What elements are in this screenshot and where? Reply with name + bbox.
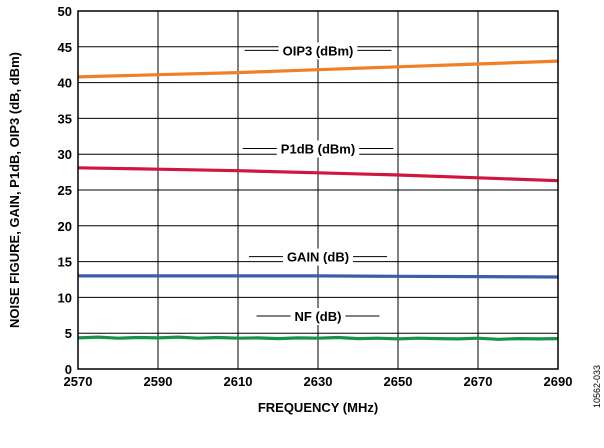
series-label-nf-db: NF (dB) xyxy=(295,309,342,324)
series-label-background xyxy=(290,308,346,326)
x-tick-label: 2570 xyxy=(64,374,93,389)
y-tick-label: 30 xyxy=(58,147,72,162)
x-tick-label: 2690 xyxy=(544,374,573,389)
y-tick-label: 35 xyxy=(58,111,72,126)
y-axis-label: NOISE FIGURE, GAIN, P1dB, OIP3 (dB, dBm) xyxy=(7,52,22,328)
x-tick-label: 2650 xyxy=(384,374,413,389)
series-line-nf-db xyxy=(77,335,559,341)
series-line-gain-db xyxy=(78,274,559,279)
series-lines xyxy=(77,59,559,341)
x-tick-labels: 2570 2590 2610 2630 2650 2670 2690 xyxy=(64,374,573,389)
series-label-gain-db: GAIN (dB) xyxy=(287,250,349,265)
y-tick-label: 5 xyxy=(65,326,72,341)
x-tick-label: 2630 xyxy=(304,374,333,389)
y-tick-label: 20 xyxy=(58,219,72,234)
y-tick-label: 45 xyxy=(58,40,72,55)
figure-id: 10562-033 xyxy=(592,365,602,408)
plot-frame xyxy=(77,10,559,370)
y-tick-labels: 0 5 10 15 20 25 30 35 40 45 50 xyxy=(58,4,72,377)
x-tick-label: 2610 xyxy=(224,374,253,389)
series-label-p1db-dbm: P1dB (dBm) xyxy=(281,141,355,156)
x-tick-label: 2670 xyxy=(464,374,493,389)
series-label-background xyxy=(276,140,360,158)
y-tick-label: 25 xyxy=(58,183,72,198)
series-label-background xyxy=(278,42,358,60)
series-labels: OIP3 (dBm) P1dB (dBm) GAIN (dB) NF (dB) xyxy=(242,42,394,326)
x-tick-label: 2590 xyxy=(144,374,173,389)
y-tick-label: 40 xyxy=(58,76,72,91)
y-tick-label: 10 xyxy=(58,290,72,305)
y-tick-label: 0 xyxy=(65,362,72,377)
series-label-oip3-dbm: OIP3 (dBm) xyxy=(283,43,354,58)
series-label-background xyxy=(282,248,354,266)
series-line-oip3-dbm xyxy=(77,59,559,79)
x-axis-label: FREQUENCY (MHz) xyxy=(258,400,378,415)
series-line-p1db-dbm xyxy=(77,166,559,183)
y-tick-label: 15 xyxy=(58,255,72,270)
y-tick-label: 50 xyxy=(58,4,72,19)
